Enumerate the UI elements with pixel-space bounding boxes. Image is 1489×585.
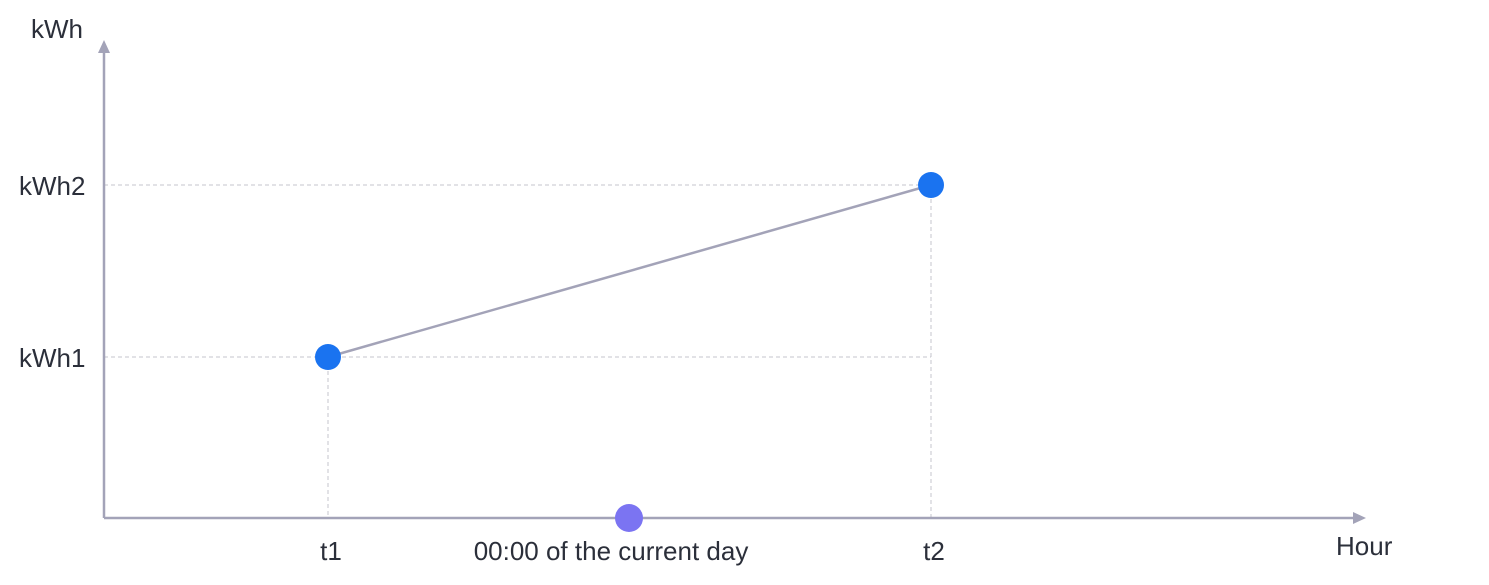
x-tick-label-t2: t2 xyxy=(923,536,945,566)
x-tick-label-t1: t1 xyxy=(320,536,342,566)
data-point-2 xyxy=(918,172,944,198)
y-axis-label: kWh xyxy=(31,14,83,44)
data-point-1 xyxy=(315,344,341,370)
y-axis-arrow-icon xyxy=(98,40,110,53)
current-day-marker xyxy=(615,504,643,532)
y-tick-label-kwh2: kWh2 xyxy=(19,171,85,201)
x-axis-arrow-icon xyxy=(1353,512,1366,524)
axes xyxy=(98,40,1366,524)
series-line xyxy=(327,183,932,359)
x-tick-label-current-day: 00:00 of the current day xyxy=(474,536,749,566)
x-axis-label: Hour xyxy=(1336,531,1393,561)
guides xyxy=(104,184,932,518)
y-tick-label-kwh1: kWh1 xyxy=(19,343,85,373)
